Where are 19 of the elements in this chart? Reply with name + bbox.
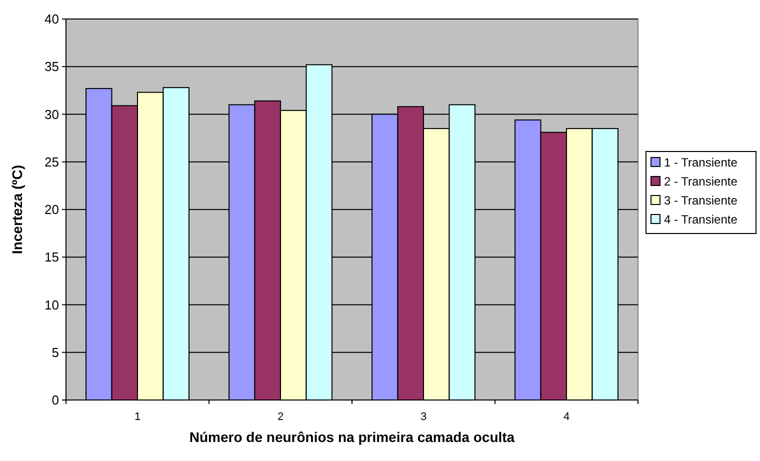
x-axis-title: Número de neurônios na primeira camada oculta xyxy=(189,429,515,445)
y-tick-label: 35 xyxy=(44,59,59,74)
x-tick-label: 3 xyxy=(420,411,427,423)
legend-label: 1 - Transiente xyxy=(664,156,738,170)
x-tick-label: 4 xyxy=(563,411,570,423)
y-tick-label: 5 xyxy=(52,344,59,360)
y-tick-label: 25 xyxy=(44,154,59,170)
y-tick-label: 0 xyxy=(52,392,59,408)
x-tick-label: 1 xyxy=(134,411,141,423)
legend-label: 4 - Transiente xyxy=(664,212,738,227)
legend-label: 3 - Transiente xyxy=(664,194,738,208)
y-tick-label: 15 xyxy=(44,250,59,265)
y-tick-label: 40 xyxy=(44,12,59,27)
y-tick-label: 20 xyxy=(44,202,59,218)
y-tick-label: 10 xyxy=(44,297,59,312)
legend-label: 2 - Transiente xyxy=(664,174,738,189)
x-tick-label: 2 xyxy=(277,411,284,423)
y-axis-title: Incerteza (ºC) xyxy=(9,164,25,254)
y-tick-label: 30 xyxy=(44,106,59,122)
